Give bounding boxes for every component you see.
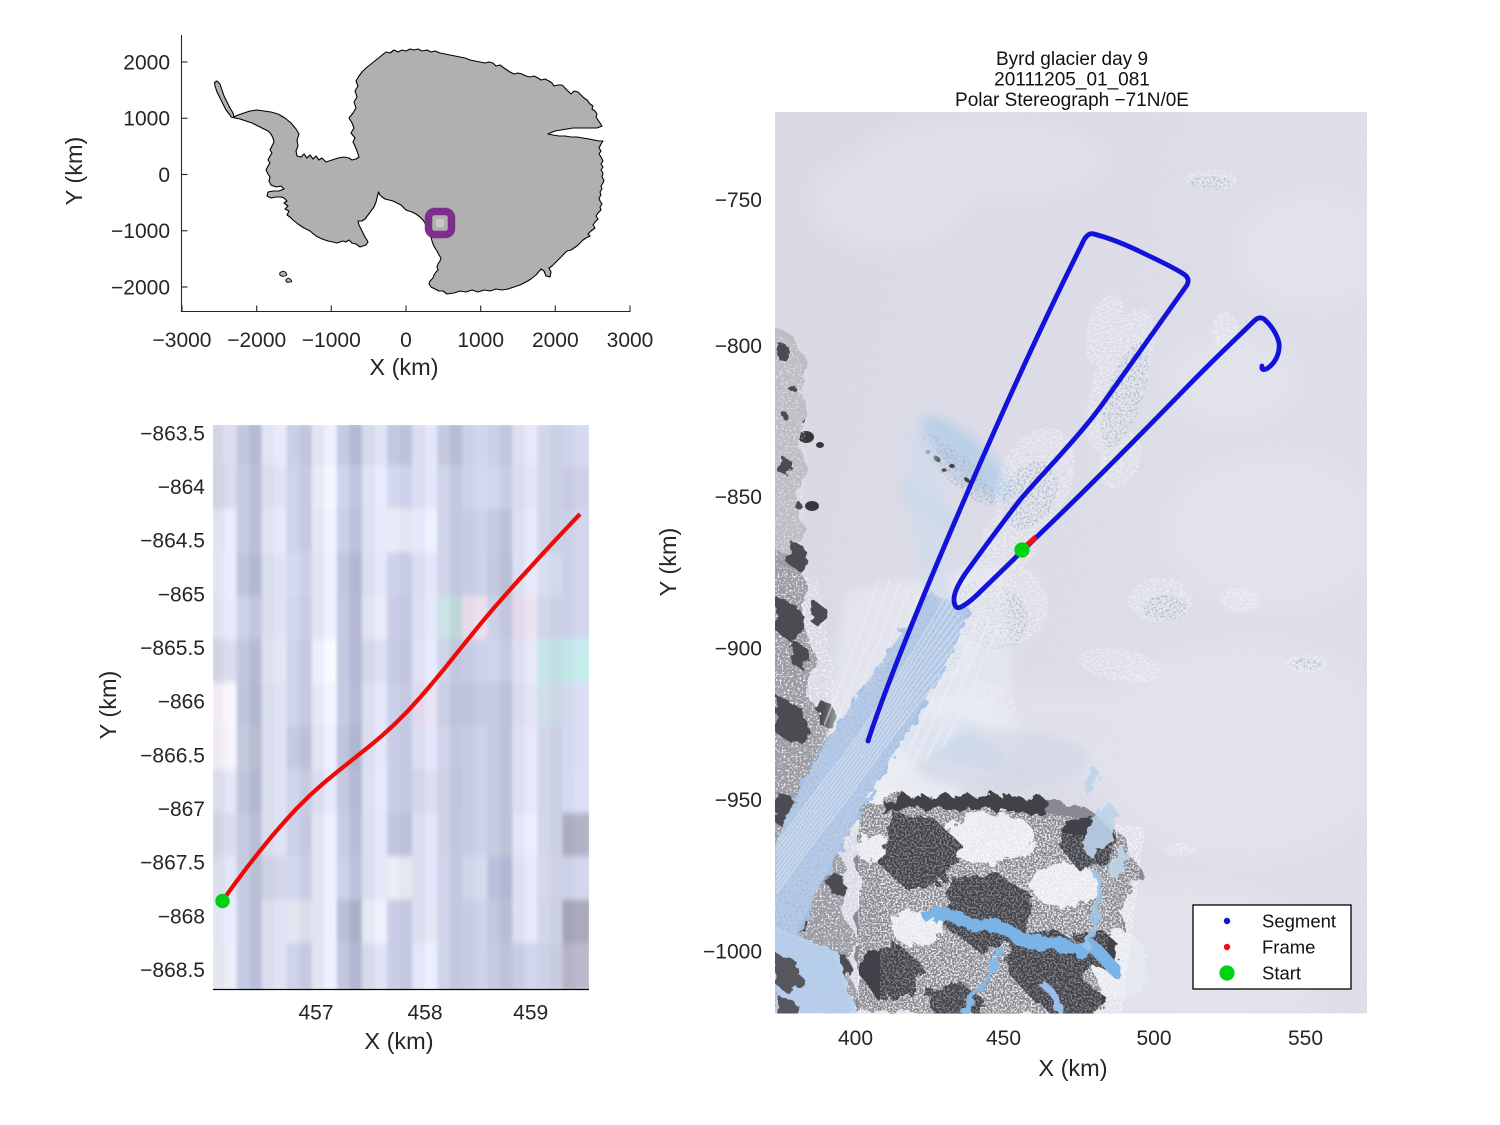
svg-text:X (km): X (km) — [364, 1028, 433, 1054]
svg-text:−1000: −1000 — [111, 220, 170, 243]
svg-text:550: 550 — [1288, 1027, 1323, 1050]
svg-text:457: 457 — [298, 1002, 333, 1025]
svg-text:−868.5: −868.5 — [140, 959, 205, 982]
svg-text:458: 458 — [407, 1002, 442, 1025]
svg-text:X (km): X (km) — [369, 354, 438, 380]
svg-text:3000: 3000 — [607, 329, 654, 352]
svg-text:−864: −864 — [158, 476, 206, 499]
svg-text:−2000: −2000 — [227, 329, 286, 352]
svg-text:−864.5: −864.5 — [140, 530, 205, 553]
svg-text:500: 500 — [1136, 1027, 1171, 1050]
svg-text:450: 450 — [986, 1027, 1021, 1050]
svg-text:459: 459 — [513, 1002, 548, 1025]
svg-text:−800: −800 — [715, 335, 762, 358]
svg-text:−866: −866 — [158, 691, 205, 714]
svg-text:Y (km): Y (km) — [95, 671, 121, 740]
svg-text:1000: 1000 — [457, 329, 504, 352]
svg-text:20111205_01_081: 20111205_01_081 — [994, 70, 1150, 91]
svg-text:−850: −850 — [715, 486, 762, 509]
svg-text:Y (km): Y (km) — [655, 528, 681, 597]
svg-text:−2000: −2000 — [111, 276, 170, 299]
svg-text:Polar Stereograph −71N/0E: Polar Stereograph −71N/0E — [955, 90, 1189, 111]
svg-text:−750: −750 — [715, 189, 762, 212]
svg-text:400: 400 — [838, 1027, 873, 1050]
svg-text:−1000: −1000 — [302, 329, 361, 352]
svg-text:2000: 2000 — [532, 329, 579, 352]
svg-text:Y (km): Y (km) — [61, 137, 87, 206]
svg-text:−868: −868 — [158, 905, 205, 928]
svg-text:0: 0 — [400, 329, 412, 352]
svg-text:−865: −865 — [158, 583, 205, 606]
svg-text:1000: 1000 — [123, 108, 170, 131]
svg-text:Byrd glacier day 9: Byrd glacier day 9 — [996, 49, 1148, 70]
svg-text:−1000: −1000 — [703, 940, 762, 963]
svg-text:X (km): X (km) — [1038, 1055, 1107, 1081]
svg-text:Segment: Segment — [1262, 911, 1336, 932]
svg-text:−900: −900 — [715, 637, 762, 660]
svg-text:−866.5: −866.5 — [140, 744, 205, 767]
svg-text:Start: Start — [1262, 963, 1301, 984]
svg-text:Frame: Frame — [1262, 937, 1315, 958]
svg-text:−867: −867 — [158, 798, 205, 821]
svg-text:2000: 2000 — [123, 51, 170, 74]
svg-text:0: 0 — [158, 164, 170, 187]
svg-text:−950: −950 — [715, 789, 762, 812]
svg-text:−3000: −3000 — [153, 329, 212, 352]
svg-text:−863.5: −863.5 — [140, 422, 205, 445]
svg-text:−867.5: −867.5 — [140, 852, 205, 875]
svg-text:−865.5: −865.5 — [140, 637, 205, 660]
